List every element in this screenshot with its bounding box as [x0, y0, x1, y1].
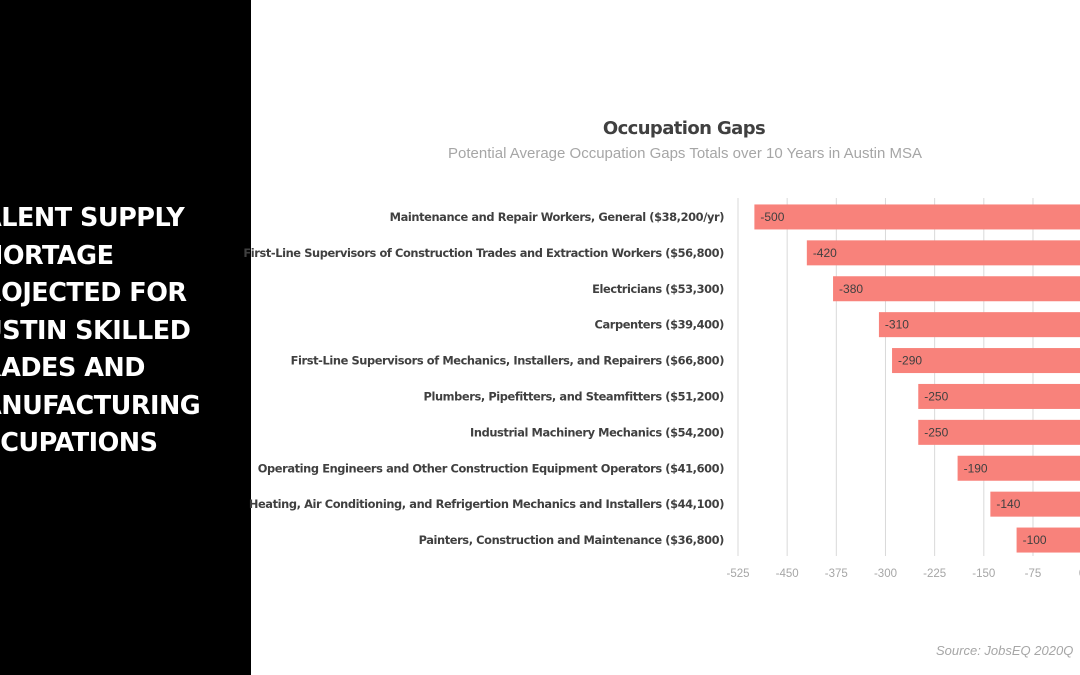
bar — [892, 348, 1080, 374]
data-label: -290 — [898, 354, 922, 368]
category-label: Plumbers, Pipefitters, and Steamfitters … — [424, 389, 725, 403]
bar — [878, 312, 1080, 338]
category-label: Heating, Air Conditioning, and Refrigert… — [249, 497, 724, 511]
category-label: Industrial Machinery Mechanics ($54,200) — [470, 425, 724, 439]
data-label: -310 — [885, 318, 909, 332]
data-label: -500 — [760, 210, 784, 224]
x-tick-label: -300 — [874, 568, 897, 580]
data-label: -250 — [924, 425, 948, 439]
side-panel-heading: ALENT SUPPLY HORTAGE ROJECTED FOR USTIN … — [0, 203, 201, 458]
x-tick-label: -75 — [1025, 568, 1042, 580]
x-tick-label: -525 — [726, 568, 749, 580]
x-tick-label: 0 — [1079, 568, 1080, 580]
bar — [918, 383, 1080, 409]
x-tick-label: -375 — [825, 568, 848, 580]
category-label: Maintenance and Repair Workers, General … — [390, 210, 725, 224]
data-label: -190 — [964, 461, 988, 475]
category-label: Painters, Construction and Maintenance (… — [419, 533, 725, 547]
data-label: -420 — [813, 246, 837, 260]
x-tick-label: -225 — [923, 568, 946, 580]
bar — [1016, 527, 1080, 553]
category-label: First-Line Supervisors of Mechanics, Ins… — [291, 354, 725, 368]
bar — [918, 419, 1080, 445]
bar — [806, 240, 1080, 266]
x-tick-label: -450 — [776, 568, 799, 580]
chart-subtitle: Potential Average Occupation Gaps Totals… — [448, 145, 922, 162]
bar — [754, 204, 1080, 230]
bar — [990, 491, 1080, 517]
category-label: First-Line Supervisors of Construction T… — [243, 246, 724, 260]
x-tick-label: -150 — [972, 568, 995, 580]
category-label: Electricians ($53,300) — [592, 282, 724, 296]
data-label: -250 — [924, 389, 948, 403]
data-label: -100 — [1023, 533, 1047, 547]
chart-title: Occupation Gaps — [602, 118, 766, 139]
category-label: Carpenters ($39,400) — [595, 318, 725, 332]
data-label: -140 — [996, 497, 1020, 511]
bar — [957, 455, 1080, 481]
source-note: Source: JobsEQ 2020Q — [936, 643, 1074, 658]
data-label: -380 — [839, 282, 863, 296]
bar — [833, 276, 1080, 302]
side-panel: ALENT SUPPLY HORTAGE ROJECTED FOR USTIN … — [0, 0, 251, 675]
category-label: Operating Engineers and Other Constructi… — [258, 461, 724, 475]
